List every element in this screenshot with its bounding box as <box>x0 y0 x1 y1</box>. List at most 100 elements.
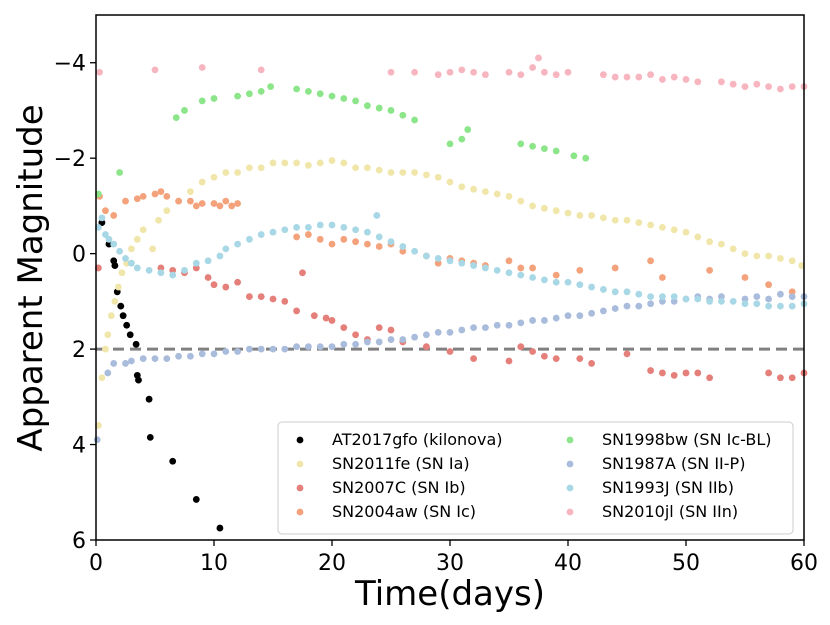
series-4 <box>94 83 590 198</box>
data-point <box>375 243 383 250</box>
data-point <box>222 169 230 176</box>
data-point <box>694 78 702 86</box>
data-point <box>647 293 654 300</box>
data-point <box>216 202 224 210</box>
data-point <box>149 245 157 253</box>
data-point <box>670 371 678 379</box>
data-point <box>446 140 454 148</box>
data-point <box>576 355 584 363</box>
data-point <box>670 226 678 234</box>
data-point <box>104 369 112 377</box>
data-point <box>187 197 194 205</box>
data-point <box>139 355 147 363</box>
data-point <box>647 300 654 308</box>
data-point <box>352 226 359 234</box>
data-point <box>529 142 536 150</box>
data-point <box>387 336 395 343</box>
data-point <box>387 326 395 334</box>
data-point <box>505 257 513 265</box>
data-point <box>493 321 501 329</box>
y-tick-label: −4 <box>54 52 86 77</box>
legend-marker <box>296 436 304 444</box>
data-point <box>139 226 147 234</box>
data-point <box>694 295 702 303</box>
data-point <box>541 68 548 76</box>
data-point <box>163 192 171 200</box>
data-point <box>753 293 761 300</box>
data-point <box>765 252 772 260</box>
x-axis-label: Time(days) <box>354 574 545 614</box>
data-point <box>269 159 277 167</box>
data-point <box>552 71 560 79</box>
data-point <box>352 164 359 172</box>
data-point <box>682 295 690 303</box>
legend-marker <box>296 484 304 492</box>
data-point <box>753 252 761 260</box>
legend-label: SN1998bw (SN Ic-BL) <box>602 430 771 449</box>
data-point <box>788 302 796 310</box>
data-point <box>788 83 796 90</box>
data-point <box>464 126 472 133</box>
data-point <box>635 219 643 227</box>
data-point <box>145 395 153 403</box>
legend-marker <box>296 460 304 468</box>
data-point <box>446 68 454 76</box>
data-point <box>659 274 666 281</box>
data-point <box>169 271 177 279</box>
data-point <box>110 240 118 248</box>
data-point <box>765 295 772 303</box>
data-point <box>482 324 489 332</box>
series-7 <box>96 54 808 93</box>
series-6 <box>94 212 808 310</box>
legend-marker <box>566 460 574 468</box>
data-point <box>210 173 218 181</box>
data-point <box>127 245 135 253</box>
data-point <box>115 283 122 291</box>
data-point <box>623 288 631 296</box>
legend-label: SN2007C (SN Ib) <box>332 478 466 497</box>
data-point <box>588 360 595 367</box>
data-point <box>373 212 381 219</box>
data-point <box>364 164 371 172</box>
data-point <box>729 245 737 253</box>
data-point <box>364 338 371 346</box>
data-point <box>659 293 666 300</box>
data-point <box>552 271 560 279</box>
data-point <box>340 223 348 231</box>
series-5 <box>93 290 808 444</box>
data-point <box>682 76 690 83</box>
data-point <box>529 202 536 210</box>
legend-marker <box>566 436 574 444</box>
data-point <box>123 321 131 329</box>
data-point <box>340 340 348 348</box>
data-point <box>375 233 383 241</box>
data-point <box>670 293 678 300</box>
data-point <box>694 233 702 241</box>
data-point <box>552 314 560 322</box>
data-point <box>777 290 784 298</box>
data-point <box>352 340 359 348</box>
data-point <box>305 343 312 351</box>
data-point <box>340 159 348 167</box>
data-point <box>517 140 525 148</box>
data-point <box>493 190 501 198</box>
data-point <box>364 240 371 248</box>
data-point <box>122 197 129 205</box>
y-tick-label: 2 <box>72 338 86 363</box>
data-point <box>434 173 442 181</box>
data-point <box>340 324 348 332</box>
data-point <box>741 300 749 308</box>
data-point <box>647 71 654 79</box>
data-point <box>316 343 324 351</box>
data-point <box>582 154 590 162</box>
data-point <box>741 250 749 258</box>
data-point <box>119 312 127 320</box>
data-point <box>670 73 678 81</box>
data-point <box>172 114 180 122</box>
data-point <box>216 252 224 260</box>
data-point <box>529 274 536 281</box>
legend-label: SN2004aw (SN Ic) <box>332 502 476 521</box>
data-point <box>458 66 466 74</box>
data-point <box>552 207 560 215</box>
